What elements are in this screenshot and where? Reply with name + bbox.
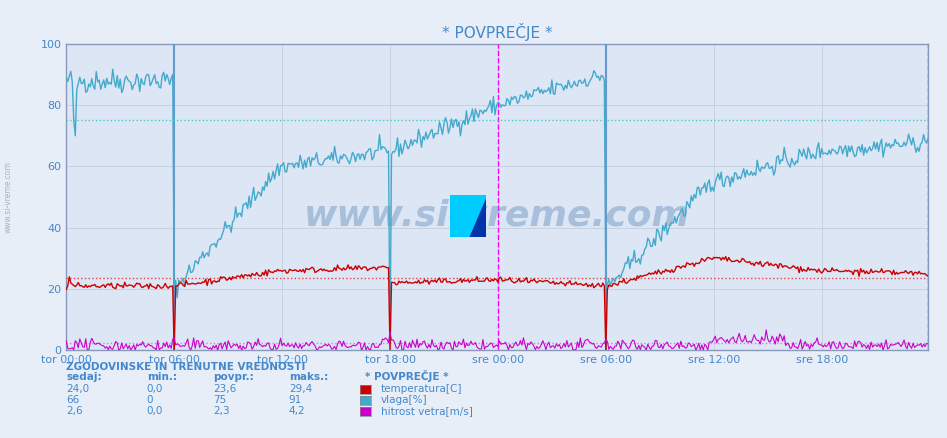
- Text: ZGODOVINSKE IN TRENUTNE VREDNOSTI: ZGODOVINSKE IN TRENUTNE VREDNOSTI: [66, 362, 306, 372]
- Text: 75: 75: [213, 395, 226, 405]
- Text: 23,6: 23,6: [213, 384, 237, 394]
- Text: min.:: min.:: [147, 372, 177, 382]
- Text: 24,0: 24,0: [66, 384, 89, 394]
- Polygon shape: [468, 195, 486, 237]
- Text: 0: 0: [147, 395, 153, 405]
- Polygon shape: [468, 195, 486, 237]
- Text: * POVPREČJE *: * POVPREČJE *: [365, 370, 448, 382]
- Text: 0,0: 0,0: [147, 384, 163, 394]
- Text: 2,6: 2,6: [66, 406, 83, 416]
- Text: maks.:: maks.:: [289, 372, 328, 382]
- Text: 66: 66: [66, 395, 80, 405]
- Text: 29,4: 29,4: [289, 384, 313, 394]
- Title: * POVPREČJE *: * POVPREČJE *: [442, 23, 552, 41]
- Text: temperatura[C]: temperatura[C]: [381, 384, 462, 394]
- Text: vlaga[%]: vlaga[%]: [381, 395, 427, 405]
- Text: 4,2: 4,2: [289, 406, 306, 416]
- Text: sedaj:: sedaj:: [66, 372, 102, 382]
- Text: 91: 91: [289, 395, 302, 405]
- Polygon shape: [450, 195, 468, 237]
- Text: 0,0: 0,0: [147, 406, 163, 416]
- Text: 2,3: 2,3: [213, 406, 230, 416]
- Text: www.si-vreme.com: www.si-vreme.com: [4, 161, 13, 233]
- Text: www.si-vreme.com: www.si-vreme.com: [304, 198, 690, 233]
- Text: hitrost vetra[m/s]: hitrost vetra[m/s]: [381, 406, 473, 416]
- Text: povpr.:: povpr.:: [213, 372, 254, 382]
